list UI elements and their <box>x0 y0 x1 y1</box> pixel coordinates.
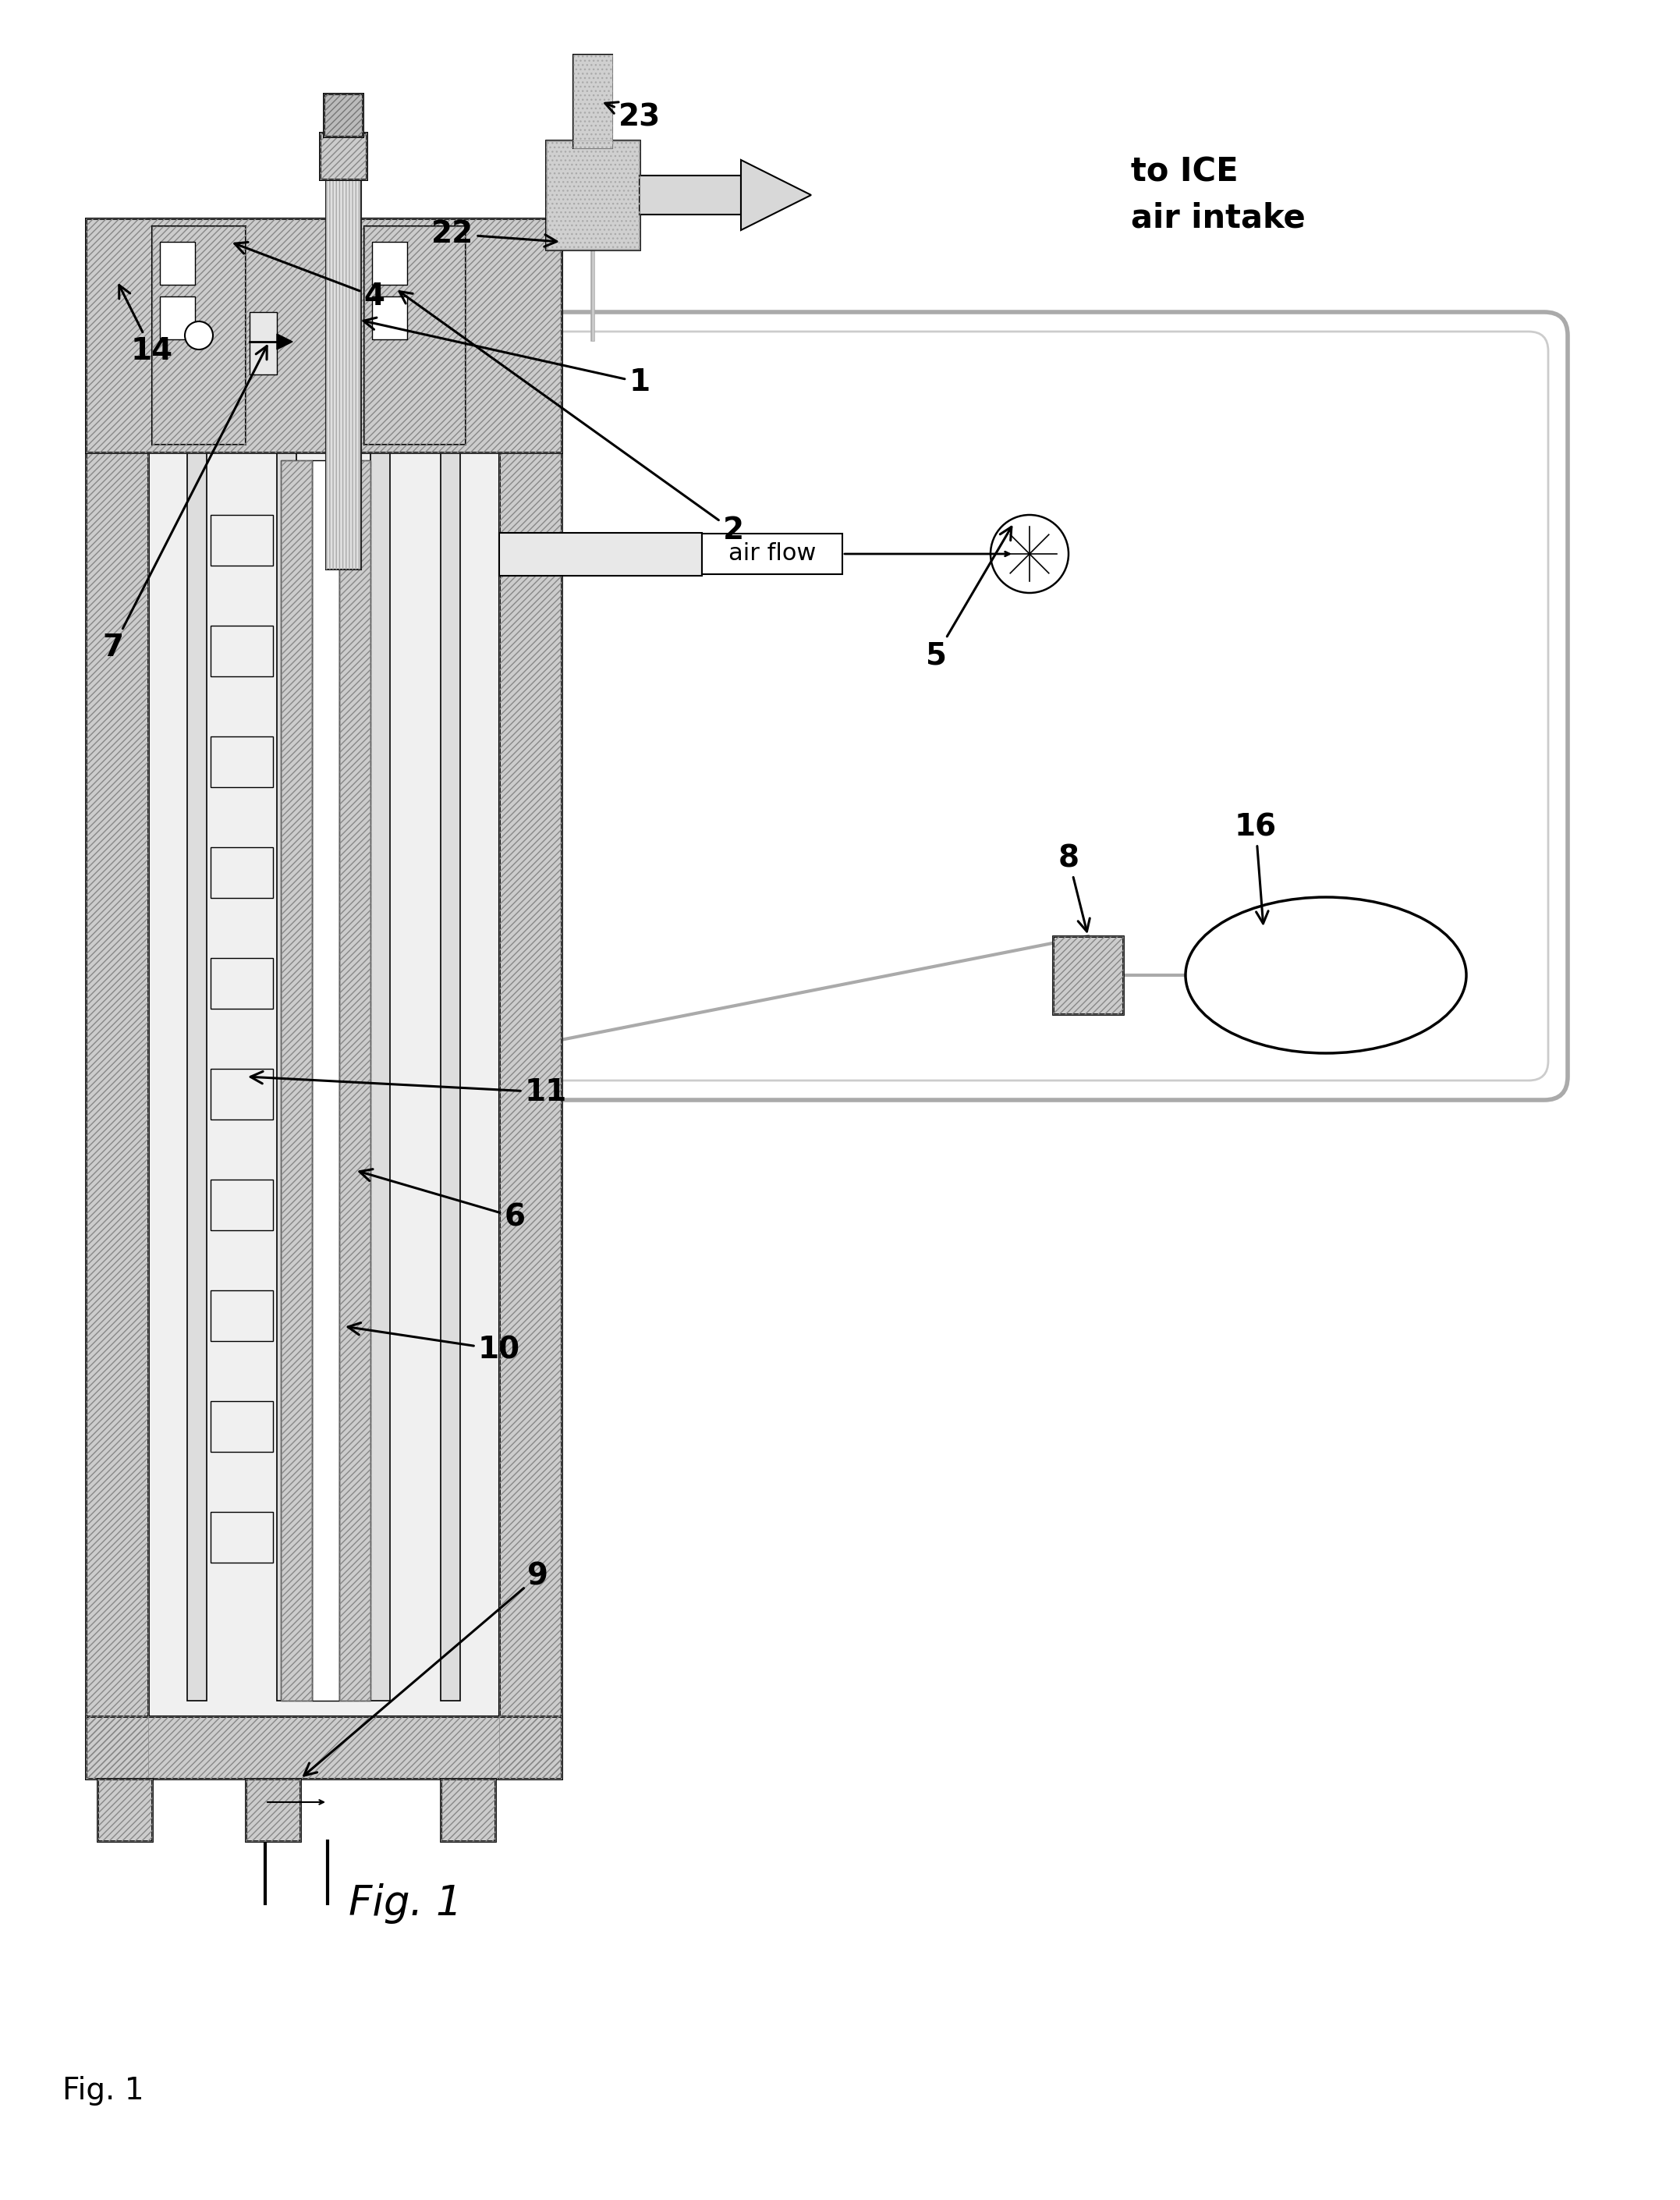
Text: to ICE
air intake: to ICE air intake <box>1131 156 1305 233</box>
Bar <box>186 453 207 1701</box>
Bar <box>312 460 339 1701</box>
Text: 22: 22 <box>432 220 556 249</box>
Bar <box>281 460 312 1701</box>
Bar <box>573 55 612 147</box>
Circle shape <box>185 321 213 350</box>
Bar <box>365 227 465 444</box>
Bar <box>97 1780 153 1841</box>
Text: Fig. 1: Fig. 1 <box>62 2077 144 2105</box>
Text: 10: 10 <box>348 1322 521 1364</box>
Bar <box>371 453 390 1701</box>
Polygon shape <box>741 161 811 231</box>
Bar <box>245 1780 301 1841</box>
Bar <box>210 737 272 788</box>
Bar <box>546 141 640 249</box>
Bar <box>499 532 702 576</box>
Text: 2: 2 <box>400 290 744 546</box>
Bar <box>250 312 277 374</box>
Bar <box>440 453 460 1701</box>
Text: 6: 6 <box>360 1168 526 1232</box>
Text: Fig. 1: Fig. 1 <box>349 1883 462 1923</box>
Bar <box>546 141 640 249</box>
Bar <box>210 625 272 675</box>
Text: 5: 5 <box>926 526 1011 671</box>
Text: 7: 7 <box>102 345 267 662</box>
Bar <box>324 95 363 136</box>
Bar <box>326 156 361 570</box>
Bar <box>324 95 363 136</box>
Bar <box>277 453 296 1701</box>
Ellipse shape <box>1186 898 1467 1054</box>
Bar <box>153 227 245 444</box>
Bar <box>371 242 407 284</box>
Bar <box>86 218 561 453</box>
Bar <box>326 156 361 570</box>
Bar <box>148 218 499 1716</box>
Bar <box>365 227 465 444</box>
Bar <box>371 297 407 339</box>
Bar <box>86 1716 561 1780</box>
Polygon shape <box>277 334 292 350</box>
Bar <box>86 218 148 1780</box>
Bar <box>1053 937 1124 1014</box>
Bar <box>97 1780 153 1841</box>
Bar <box>86 218 148 1780</box>
Bar <box>319 132 366 180</box>
Text: 11: 11 <box>250 1071 568 1107</box>
Bar <box>210 1511 272 1562</box>
Bar <box>160 242 195 284</box>
Bar <box>86 1716 561 1780</box>
Circle shape <box>991 515 1068 594</box>
Bar <box>440 1780 496 1841</box>
Bar <box>339 460 371 1701</box>
Bar <box>210 1291 272 1340</box>
Bar <box>339 460 371 1701</box>
Bar <box>573 55 612 147</box>
Bar <box>440 1780 496 1841</box>
Text: 23: 23 <box>605 101 660 132</box>
Text: 14: 14 <box>119 286 173 365</box>
Bar <box>499 218 561 1780</box>
Bar <box>210 1069 272 1120</box>
Bar <box>86 218 561 453</box>
Bar <box>210 1179 272 1230</box>
Text: air flow: air flow <box>729 543 816 565</box>
Bar <box>319 132 366 180</box>
Bar <box>210 957 272 1008</box>
Text: 4: 4 <box>235 242 385 310</box>
Bar <box>281 460 312 1701</box>
Bar <box>210 1401 272 1452</box>
Bar <box>1053 937 1124 1014</box>
Text: 9: 9 <box>304 1562 549 1775</box>
Bar <box>210 515 272 565</box>
Bar <box>319 132 366 180</box>
Bar <box>324 95 363 136</box>
Bar <box>546 141 640 249</box>
Bar <box>245 1780 301 1841</box>
Bar <box>499 218 561 1780</box>
Bar <box>573 55 612 147</box>
Bar <box>153 227 245 444</box>
Text: 8: 8 <box>1058 843 1090 931</box>
Bar <box>702 535 842 574</box>
Bar <box>210 847 272 898</box>
Text: 1: 1 <box>363 317 650 396</box>
Bar <box>160 297 195 339</box>
Bar <box>640 176 741 216</box>
Text: 16: 16 <box>1235 812 1277 924</box>
